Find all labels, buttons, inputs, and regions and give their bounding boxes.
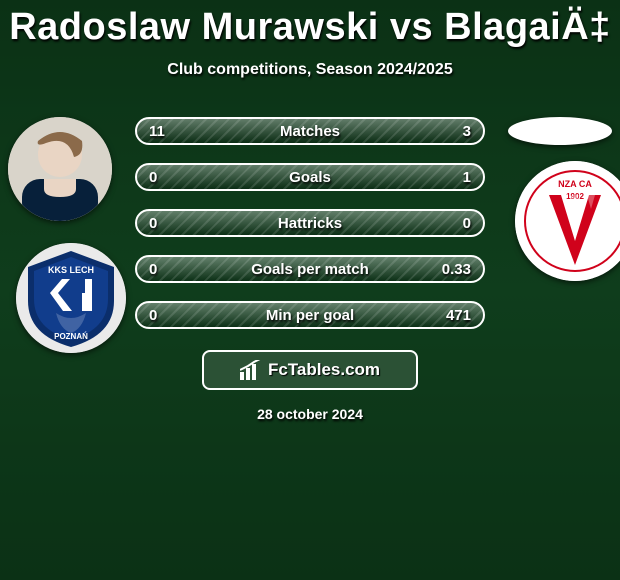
- stat-label: Goals: [137, 165, 483, 189]
- stat-row-goals-per-match: 0 Goals per match 0.33: [135, 255, 485, 283]
- comparison-area: NZA CA 1902 KKS LECH POZNAŃ 11: [0, 109, 620, 349]
- stat-row-matches: 11 Matches 3: [135, 117, 485, 145]
- stat-right-value: 1: [463, 165, 471, 189]
- svg-text:NZA CA: NZA CA: [558, 179, 592, 189]
- svg-text:POZNAŃ: POZNAŃ: [54, 332, 88, 341]
- stat-row-min-per-goal: 0 Min per goal 471: [135, 301, 485, 329]
- bar-chart-icon: [240, 360, 262, 380]
- vicenza-crest-icon: NZA CA 1902: [515, 161, 620, 281]
- stat-right-value: 471: [446, 303, 471, 327]
- right-player-avatar: [508, 117, 612, 145]
- page-subtitle: Club competitions, Season 2024/2025: [0, 61, 620, 79]
- stat-right-value: 0: [463, 211, 471, 235]
- left-player-avatar: [8, 117, 112, 221]
- stat-label: Matches: [137, 119, 483, 143]
- stat-row-goals: 0 Goals 1: [135, 163, 485, 191]
- avatar-placeholder-icon: [8, 117, 112, 221]
- stat-right-value: 3: [463, 119, 471, 143]
- right-team-crest: NZA CA 1902: [515, 161, 620, 281]
- stat-label: Min per goal: [137, 303, 483, 327]
- stat-label: Hattricks: [137, 211, 483, 235]
- page-title: Radoslaw Murawski vs BlagaiÄ‡: [0, 0, 620, 49]
- lech-crest-icon: KKS LECH POZNAŃ: [16, 243, 126, 353]
- stat-pills: 11 Matches 3 0 Goals 1 0 Hattricks 0 0 G…: [135, 117, 485, 347]
- stat-label: Goals per match: [137, 257, 483, 281]
- left-team-crest: KKS LECH POZNAŃ: [16, 243, 126, 353]
- snapshot-date: 28 october 2024: [0, 406, 620, 422]
- stat-row-hattricks: 0 Hattricks 0: [135, 209, 485, 237]
- svg-text:KKS LECH: KKS LECH: [48, 265, 94, 275]
- stat-right-value: 0.33: [442, 257, 471, 281]
- fctables-logo: FcTables.com: [202, 350, 418, 390]
- logo-text: FcTables.com: [268, 360, 380, 380]
